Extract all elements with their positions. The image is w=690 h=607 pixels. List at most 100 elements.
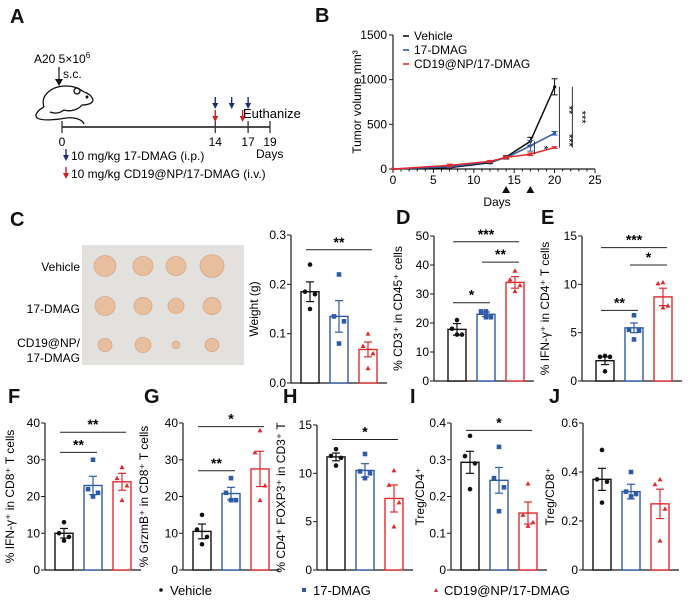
panel-label-i: I <box>410 386 416 408</box>
legend-label: Vehicle <box>414 29 453 43</box>
data-point <box>517 282 523 288</box>
data-point <box>520 512 526 517</box>
photo-row-label-np-1: CD19@NP/ <box>17 336 81 350</box>
bar-dmag <box>355 469 375 571</box>
chart-i-treg-cd4: 0 0.1 0.2 0.3 0.4 Treg/CD4⁺ * <box>413 414 547 577</box>
chart-h-foxp3: 0 5 10 15 % CD4⁺ FOXP3⁺ in CD3⁺ T * <box>274 418 413 577</box>
legend-label: Vehicle <box>170 583 212 598</box>
panel-label-f: F <box>8 386 20 408</box>
tumor-specimen <box>134 336 152 353</box>
data-point <box>483 314 489 320</box>
y-tick-label: 500 <box>367 117 387 131</box>
data-point <box>360 343 366 348</box>
arrow-head <box>239 116 246 122</box>
data-point <box>597 354 603 360</box>
bar-np <box>112 481 132 571</box>
significance-label: *** <box>626 232 643 248</box>
y-tick-label: 0.3 <box>429 453 446 467</box>
panel-label-b: B <box>315 5 329 27</box>
data-point <box>599 447 605 453</box>
y-tick-label: 0.2 <box>561 514 578 528</box>
significance-label: * <box>469 287 475 303</box>
mouse-icon <box>35 85 94 125</box>
data-point <box>467 433 473 439</box>
x-tick-label: 5 <box>430 173 437 187</box>
data-point <box>478 309 484 314</box>
data-point <box>623 489 629 494</box>
bar-dmag <box>221 492 241 571</box>
data-point <box>628 469 634 475</box>
y-tick-label: 30 <box>416 287 430 301</box>
arrow-head <box>228 103 235 109</box>
data-point <box>462 453 468 459</box>
data-point <box>61 538 67 543</box>
data-point <box>331 314 337 319</box>
y-tick-label: 0 <box>171 563 178 577</box>
y-tick-label: 5 <box>570 326 577 340</box>
data-point <box>447 163 452 168</box>
photo-row-label-np-2: 17-DMAG <box>27 351 80 365</box>
y-tick-label: 0.1 <box>269 327 286 341</box>
data-point <box>336 272 342 277</box>
y-tick-label: 15 <box>299 418 313 432</box>
panel-labels: A B C D E F G H I J <box>8 5 560 408</box>
bar-dmag <box>624 327 644 382</box>
y-tick-label: 0.2 <box>269 277 286 291</box>
data-point <box>333 463 339 468</box>
tumor-specimen <box>97 337 113 353</box>
y-tick-label: 0.4 <box>429 416 446 430</box>
data-point <box>604 479 610 485</box>
data-point <box>528 152 532 156</box>
panel-label-e: E <box>541 207 554 229</box>
bottom-legend: Vehicle 17-DMAG CD19@NP/17-DMAG <box>159 583 570 598</box>
panel-label-h: H <box>283 386 297 408</box>
chart-b-tumor-volume: 0 500 1000 1500 0 5 10 15 20 25 Days Tumor volume m… <box>350 28 602 209</box>
legend-item-17dmag: 17-DMAG <box>302 583 371 598</box>
data-point <box>391 524 397 529</box>
y-tick-label: 0.4 <box>561 465 578 479</box>
legend-marker-square <box>302 588 306 592</box>
data-point <box>302 289 308 295</box>
data-point <box>233 497 239 503</box>
chart-c-weight: 0.0 0.1 0.2 0.3 Weight (g) ** <box>247 228 387 390</box>
data-point <box>655 280 661 286</box>
data-point <box>386 482 392 487</box>
y-axis-label: % CD3⁺ in CD45⁺ cells <box>391 246 405 371</box>
data-point <box>472 461 478 466</box>
y-axis-label: % CD4⁺ FOXP3⁺ in CD3⁺ T <box>274 422 288 573</box>
significance-label: ** <box>495 246 506 262</box>
y-tick-label: 5 <box>305 515 312 529</box>
data-point <box>228 497 234 503</box>
tumor-specimen <box>133 297 153 315</box>
legend-item-vehicle: Vehicle <box>159 583 212 598</box>
chart-f-ifng-cd8: 0 10 20 30 40 % IFN-γ⁺ in CD8⁺ T cells **** <box>3 416 141 577</box>
significance-label: *** <box>562 134 574 148</box>
data-point <box>204 534 210 540</box>
y-tick-label: 20 <box>27 490 41 504</box>
y-axis-label: % IFN-γ⁺ in CD4⁺ T cells <box>538 242 552 376</box>
significance-label: ** <box>334 234 345 250</box>
injection-label: A20 5×106 <box>34 51 91 66</box>
arrow-down-icon <box>212 97 219 109</box>
data-point <box>459 332 465 337</box>
significance-label: * <box>646 249 652 265</box>
data-point <box>599 500 605 505</box>
y-tick-label: 0.1 <box>429 526 446 540</box>
timeline-tick-label: 17 <box>241 135 255 149</box>
y-tick-label: 0.2 <box>429 490 446 504</box>
legend-np-text: 10 mg/kg CD19@NP/17-DMAG (i.v.) <box>71 167 266 181</box>
data-point <box>488 314 494 320</box>
arrow-head <box>245 103 252 109</box>
panel-label-g: G <box>144 386 160 408</box>
data-point <box>262 482 268 488</box>
panel-label-a: A <box>10 6 24 28</box>
euthanize-label: Euthanize <box>243 106 301 121</box>
tumor-specimen <box>204 337 220 353</box>
panel-a-schedule: A20 5×106 s.c. 0 14 17 19 Euthanize Days 10… <box>34 51 301 181</box>
tumor-specimen <box>171 340 181 350</box>
data-point <box>114 475 120 481</box>
bar-dmag <box>621 490 641 571</box>
